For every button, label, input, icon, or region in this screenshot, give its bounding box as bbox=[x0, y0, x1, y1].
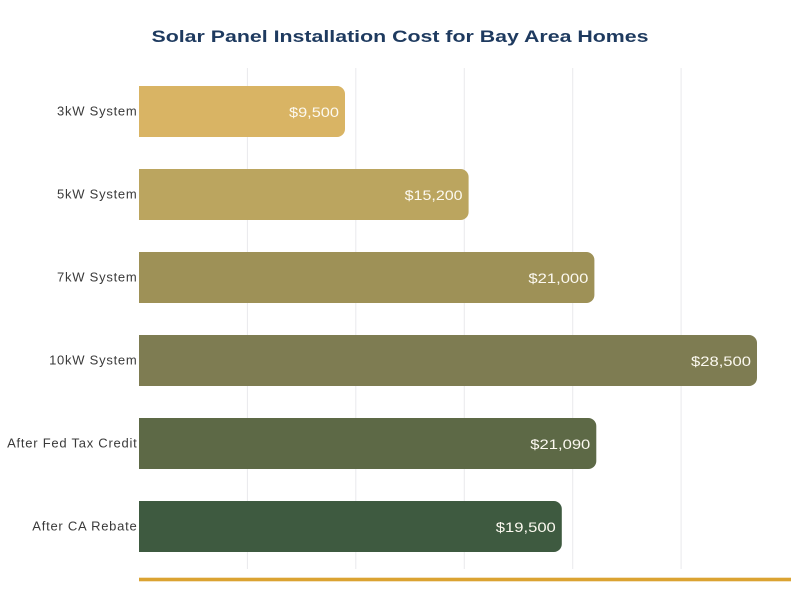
svg-text:5kW System: 5kW System bbox=[57, 186, 137, 201]
svg-text:$15,200: $15,200 bbox=[405, 187, 463, 203]
svg-text:After Fed Tax Credit: After Fed Tax Credit bbox=[7, 435, 137, 450]
svg-text:After CA Rebate: After CA Rebate bbox=[32, 518, 137, 533]
svg-text:3kW System: 3kW System bbox=[57, 103, 137, 118]
svg-text:$28,500: $28,500 bbox=[691, 353, 751, 369]
svg-text:$21,000: $21,000 bbox=[528, 270, 588, 286]
svg-text:Solar Panel Installation Cost: Solar Panel Installation Cost for Bay Ar… bbox=[152, 27, 649, 46]
svg-text:$9,500: $9,500 bbox=[289, 104, 339, 120]
svg-text:7kW System: 7kW System bbox=[57, 269, 137, 284]
svg-text:10kW System: 10kW System bbox=[49, 352, 137, 367]
svg-text:$19,500: $19,500 bbox=[496, 519, 556, 535]
svg-text:$21,090: $21,090 bbox=[530, 436, 590, 452]
